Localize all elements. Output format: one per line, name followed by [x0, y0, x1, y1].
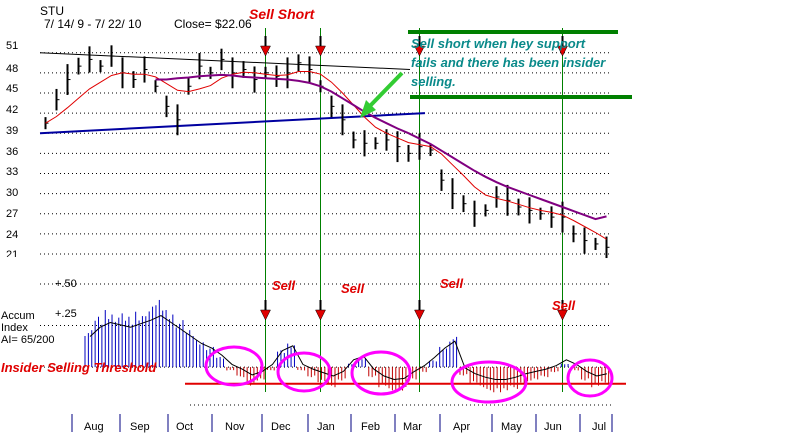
- sell-arrow-head: [315, 45, 326, 57]
- sell-label-4: Sell: [552, 298, 576, 313]
- note-line-2: fails and there has been insider: [411, 55, 606, 70]
- insider-selling-circle: [566, 358, 614, 398]
- insider-selling-circle: [350, 350, 412, 396]
- month-label: Sep: [130, 421, 150, 433]
- long-moving-average: [155, 73, 607, 221]
- insider-selling-circle: [450, 360, 528, 404]
- axis-ticks: [71, 414, 613, 432]
- note-line-1: Sell short when hey support: [411, 36, 586, 51]
- y-tick: 48: [6, 63, 19, 75]
- sell-arrow-head: [260, 45, 271, 57]
- month-label: May: [501, 421, 522, 433]
- month-label: Feb: [361, 421, 380, 433]
- date-range-label: 7/ 14/ 9 - 7/ 22/ 10: [44, 17, 142, 31]
- month-label: Aug: [84, 421, 104, 433]
- y-tick: 30: [6, 187, 19, 199]
- accum-average-line: [89, 315, 608, 381]
- y-tick: 51: [6, 40, 19, 52]
- month-label: Dec: [271, 421, 291, 433]
- sell-arrow-head: [414, 45, 425, 57]
- sell-arrow-head: [414, 309, 425, 321]
- month-label: Jun: [544, 421, 562, 433]
- y-tick: 24: [6, 229, 19, 241]
- insider-selling-circle: [204, 345, 264, 387]
- support-trendline: [39, 112, 426, 135]
- ticker-label: STU: [40, 4, 64, 18]
- y-tick: 27: [6, 208, 19, 220]
- indicator-ai-label: AI= 65/200: [1, 334, 55, 346]
- accum-bars: [84, 299, 610, 393]
- sell-label-2: Sell: [341, 281, 365, 296]
- y-tick: 42: [6, 104, 19, 116]
- y-tick: 21: [6, 249, 19, 257]
- y-tick: 33: [6, 166, 19, 178]
- close-price-label: Close= $22.06: [174, 17, 252, 31]
- month-label: Apr: [453, 421, 471, 433]
- month-label: Jan: [317, 421, 335, 433]
- note-line-3: selling.: [411, 74, 456, 89]
- month-label: Oct: [176, 421, 194, 433]
- sell-label-3: Sell: [440, 276, 464, 291]
- price-bars: [44, 45, 610, 259]
- sell-arrow-head: [557, 45, 568, 57]
- sell-arrow-head: [260, 309, 271, 321]
- short-moving-average: [45, 71, 607, 240]
- sell-label-1: Sell: [272, 278, 296, 293]
- note-lines: [408, 30, 632, 99]
- indicator-tick-top: +.50: [55, 278, 77, 290]
- insider-selling-circle: [276, 351, 332, 393]
- threshold-group: [185, 345, 626, 404]
- price-grid: [40, 52, 612, 255]
- y-tick: 45: [6, 83, 19, 95]
- sell-short-title: Sell Short: [249, 6, 315, 22]
- annotation-arrow: [366, 71, 404, 110]
- month-label: Mar: [403, 421, 422, 433]
- y-tick: 39: [6, 125, 19, 137]
- indicator-tick-mid: +.25: [55, 308, 77, 320]
- month-label: Nov: [225, 421, 245, 433]
- month-label: Jul: [592, 421, 607, 433]
- signal-arrows: [260, 36, 568, 321]
- resistance-trendline: [39, 52, 411, 70]
- sell-arrow-head: [557, 309, 568, 321]
- indicator-index-label: Index: [1, 322, 28, 334]
- y-tick: 36: [6, 146, 19, 158]
- annotation-arrow-head: [360, 100, 376, 118]
- insider-threshold-label: Insider Selling Threshold: [1, 360, 157, 375]
- sell-arrow-head: [315, 309, 326, 321]
- indicator-accum-label: Accum: [1, 310, 35, 322]
- moving-averages: [45, 71, 607, 240]
